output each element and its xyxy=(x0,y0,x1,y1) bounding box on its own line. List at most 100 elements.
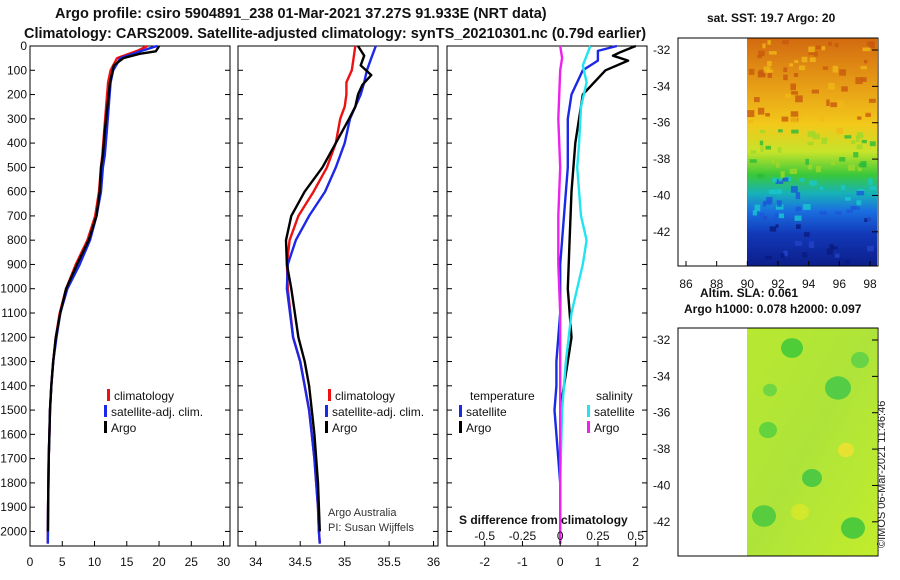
x-tick-label-secondary: -0.5 xyxy=(474,529,495,543)
depth-tick-label: 1700 xyxy=(0,452,27,466)
sst-pixel xyxy=(815,165,821,173)
x-tick-label: 34 xyxy=(249,555,263,569)
lat-tick-label: -40 xyxy=(653,478,671,492)
sst-pixel xyxy=(819,211,827,216)
sst-pixel xyxy=(791,129,799,134)
sst-pixel xyxy=(865,112,871,117)
sst-pixel xyxy=(805,158,809,165)
sst-pixel xyxy=(841,86,848,92)
sst-pixel xyxy=(798,65,806,71)
depth-tick-label: 1800 xyxy=(0,476,27,490)
sst-map-texture xyxy=(747,40,877,265)
sst-pixel xyxy=(802,204,811,210)
sst-pixel xyxy=(866,217,871,222)
x-tick-label-secondary: -0.25 xyxy=(509,529,537,543)
sst-pixel xyxy=(782,177,789,182)
sst-pixel xyxy=(775,179,784,184)
sst-pixel xyxy=(775,204,784,210)
sst-pixel xyxy=(841,184,846,190)
legend-swatch-satellite-2 xyxy=(325,405,328,417)
sst-pixel xyxy=(791,91,799,95)
sst-pixel xyxy=(763,66,771,73)
x-tick-label: 35.5 xyxy=(377,555,401,569)
depth-tick-marks xyxy=(30,45,647,532)
sst-pixel xyxy=(807,141,814,146)
sst-pixel xyxy=(780,171,785,178)
sst-pixel xyxy=(846,209,853,213)
lat-tick-label: -38 xyxy=(653,152,671,166)
sst-pixel xyxy=(855,135,860,143)
sst-pixel xyxy=(819,186,824,190)
sst-pixel xyxy=(853,152,859,158)
sst-pixel xyxy=(830,160,836,166)
sst-pixel xyxy=(749,159,757,163)
sst-pixel xyxy=(836,128,844,134)
title-line-1: Argo profile: csiro 5904891_238 01-Mar-2… xyxy=(55,6,547,22)
x-tick-label: -2 xyxy=(479,555,490,569)
sst-pixel xyxy=(856,132,864,139)
sst-pixel xyxy=(774,213,779,220)
sst-pixel xyxy=(832,65,839,73)
legend-climatology: climatology xyxy=(114,389,174,403)
depth-tick-label: 200 xyxy=(7,88,27,102)
sst-pixel xyxy=(864,218,868,223)
sst-pixel xyxy=(848,164,856,171)
sst-pixel xyxy=(765,113,770,117)
credit-line-1: Argo Australia xyxy=(328,507,397,519)
sst-pixel xyxy=(785,176,792,182)
sst-pixel xyxy=(802,252,808,258)
legend-temp-argo: Argo xyxy=(466,421,492,435)
lat-tick-label: -34 xyxy=(653,369,671,383)
sst-pixel xyxy=(783,250,787,256)
sst-pixel xyxy=(775,224,779,228)
sst-pixel xyxy=(844,197,851,201)
sst-pixel xyxy=(798,109,804,115)
x-tick-label: 20 xyxy=(152,555,166,569)
temperature-legend: climatology satellite-adj. clim. Argo xyxy=(104,389,203,435)
sst-pixel xyxy=(752,210,757,216)
lon-tick-label: 86 xyxy=(679,277,693,291)
lon-tick-label: 90 xyxy=(741,277,755,291)
sst-pixel xyxy=(778,177,782,182)
sst-pixel xyxy=(758,50,765,57)
series-line-argo xyxy=(284,45,373,532)
sst-pixel xyxy=(856,144,863,150)
depth-axis: 0 100 200 300 400 500 600 700 800 900 1000 1100 1200… xyxy=(0,39,27,538)
lat-tick-label: -32 xyxy=(653,333,671,347)
sst-pixel xyxy=(760,146,764,153)
legend-satellite-adj: satellite-adj. clim. xyxy=(111,405,203,419)
lon-tick-label: 92 xyxy=(771,277,785,291)
sst-title: sat. SST: 19.7 Argo: 20 xyxy=(707,11,836,25)
sst-pixel xyxy=(754,97,760,103)
depth-tick-label: 1200 xyxy=(0,330,27,344)
sst-pixel xyxy=(785,93,792,98)
sst-pixel xyxy=(850,140,856,145)
sst-pixel xyxy=(782,40,789,45)
legend-argo-2: Argo xyxy=(332,421,358,435)
x-tick-label: 2 xyxy=(632,555,639,569)
sst-pixel xyxy=(757,107,765,115)
sst-pixel xyxy=(778,213,785,219)
sst-pixel xyxy=(795,192,801,200)
lon-tick-label: 94 xyxy=(802,277,816,291)
x-tick-label: 1 xyxy=(595,555,602,569)
sla-map-texture xyxy=(752,338,869,539)
legend-swatch-temp-satellite xyxy=(459,405,462,417)
sla-blob xyxy=(759,421,777,439)
sst-pixel xyxy=(763,200,772,205)
depth-tick-label: 900 xyxy=(7,257,27,271)
sst-pixel xyxy=(857,166,862,172)
temperature-panel xyxy=(29,45,231,547)
legend-swatch-satellite xyxy=(104,405,107,417)
sst-pixel xyxy=(768,189,776,194)
credit-line-2: PI: Susan Wijffels xyxy=(328,522,414,534)
depth-tick-label: 1100 xyxy=(1,306,27,320)
difference-panel xyxy=(446,45,648,547)
sla-title-1: Altim. SLA: 0.061 xyxy=(700,286,798,300)
sla-blob xyxy=(752,505,776,527)
sst-pixel xyxy=(799,178,805,182)
legend-satellite-adj-2: satellite-adj. clim. xyxy=(332,405,424,419)
sst-pixel xyxy=(834,211,842,215)
lon-tick-label: 88 xyxy=(710,277,724,291)
